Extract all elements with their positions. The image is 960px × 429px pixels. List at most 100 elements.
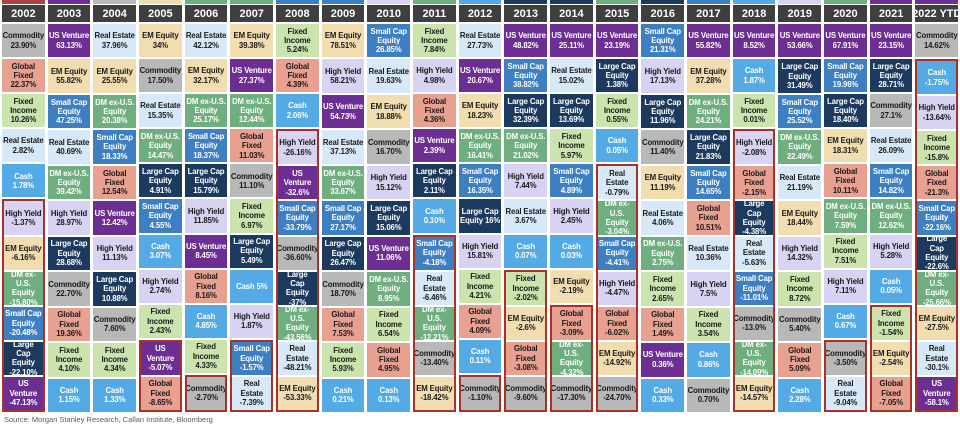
year-column: 2016 Small Cap Equity 21.31% High Yield 17… — [641, 5, 685, 412]
year-column: 2014 US Venture 25.11% Real Estate 15.02% L… — [550, 5, 593, 413]
return-cell: US Venture 8.52% — [732, 24, 776, 58]
negative-returns-box: Small Cap Equity -1.57% Real Estate -7.39… — [230, 339, 274, 413]
year-header: 2020 — [824, 5, 867, 22]
return-cell: Cash 0.33% — [641, 378, 685, 412]
negative-returns-box: Real Estate -0.79% DM ex-U.S. Equity -3.0… — [595, 164, 639, 413]
return-cell: Global Fixed -2.15% — [734, 166, 774, 200]
return-cell: DM ex-U.S. Equity 33.67% — [321, 165, 365, 200]
return-cell: Small Cap Equity 19.96% — [824, 59, 867, 93]
return-cell: US Venture -32.6% — [278, 166, 317, 200]
year-column: 2015 US Venture 23.19% Large Cap Equity 1.… — [595, 5, 639, 413]
return-cell: EM Equity 18.88% — [367, 94, 411, 129]
cropped-cell-sliver — [458, 0, 502, 4]
return-cell: Cash 2.28% — [778, 378, 822, 412]
year-header: 2016 — [641, 5, 685, 22]
cropped-cell-sliver — [732, 0, 776, 4]
return-cell: Cash 0.07% — [504, 234, 548, 268]
source-citation: Source: Morgan Stanley Research, Callan … — [4, 414, 213, 424]
cropped-cell-sliver — [184, 0, 228, 4]
return-cell: Small Cap Equity -33.79% — [278, 201, 317, 235]
negative-returns-box: Small Cap Equity -4.18% Real Estate -6.46… — [413, 234, 456, 413]
return-cell: EM Equity 34% — [139, 24, 182, 58]
negative-returns-box: High Yield -2.08% Global Fixed -2.15% Larg… — [732, 129, 776, 413]
return-cell: US Venture 53.66% — [778, 24, 822, 58]
return-cell: Fixed Income 0.01% — [732, 94, 776, 128]
return-cell: High Yield 4.98% — [413, 59, 456, 93]
quilt: 2002 Commodity 23.90% Global Fixed 22.37% F… — [2, 5, 960, 413]
return-cell: US Venture 63.13% — [47, 24, 91, 58]
negative-returns-box: Commodity -2.70% — [184, 374, 228, 413]
return-cell: Small Cap Equity -1.57% — [232, 341, 272, 375]
return-cell: Large Cap Equity 13.69% — [550, 94, 593, 128]
return-cell: DM ex-U.S. Equity -12.21% — [415, 306, 454, 340]
return-cell: Cash -1.75% — [917, 61, 957, 95]
year-column: 2012 Real Estate 27.73% US Venture 20.67% E… — [458, 5, 502, 413]
return-cell: Cash 0.13% — [367, 378, 411, 412]
return-cell: Commodity -13.40% — [415, 341, 454, 375]
return-cell: Fixed Income 3.54% — [687, 307, 730, 342]
negative-returns-box: Global Fixed -3.09% DM ex-U.S. Equity -4.… — [550, 304, 593, 413]
return-cell: Cash 0.10% — [413, 199, 456, 233]
return-cell: Cash 0.03% — [550, 234, 593, 268]
return-cell: Fixed Income 0.55% — [595, 94, 639, 128]
return-cell: Real Estate 15.35% — [139, 94, 182, 128]
return-cell: EM Equity 55.82% — [47, 59, 91, 93]
return-cell: US Venture 27.37% — [230, 59, 274, 93]
return-cell: High Yield 5.28% — [869, 234, 913, 268]
year-column: 2006 Real Estate 42.12% EM Equity 32.17% DM… — [184, 5, 228, 413]
return-cell: DM ex-U.S. Equity 21.02% — [504, 129, 548, 163]
cropped-cell-sliver — [595, 0, 639, 4]
return-cell: Global Fixed 4.39% — [276, 59, 319, 93]
return-cell: DM ex-U.S. Equity 8.95% — [367, 272, 411, 306]
return-cell: Commodity -3.50% — [826, 341, 865, 375]
return-cell: DM ex-U.S. Equity -4.32% — [552, 341, 591, 375]
return-cell: Commodity 17.50% — [139, 59, 182, 93]
return-cell: Fixed Income 5.97% — [550, 129, 593, 163]
return-cell: US Venture 54.73% — [321, 94, 365, 129]
return-cell: Fixed Income 10.26% — [2, 94, 45, 128]
return-cell: Commodity 22.70% — [47, 272, 91, 306]
return-cell: High Yield 2.45% — [550, 199, 593, 233]
return-cell: Large Cap Equity -22.6% — [917, 236, 957, 270]
return-cell: Real Estate -48.21% — [278, 341, 317, 375]
return-cell: High Yield 2.74% — [139, 269, 182, 303]
return-cell: Real Estate 27.73% — [458, 24, 502, 58]
return-cell: Global Fixed -6.02% — [597, 306, 637, 340]
return-cell: Global Fixed 19.36% — [47, 307, 91, 342]
year-column: 2005 EM Equity 34% Commodity 17.50% Real Es… — [139, 5, 182, 413]
return-cell: Global Fixed 4.36% — [413, 94, 456, 128]
return-cell: Small Cap Equity -4.18% — [415, 236, 454, 270]
cropped-cell-sliver — [367, 0, 411, 4]
return-cell: DM ex-U.S. Equity -3.04% — [597, 201, 637, 235]
year-header: 2008 — [276, 5, 319, 22]
cropped-cell-sliver — [47, 0, 91, 4]
return-cell: US Venture 55.82% — [687, 24, 730, 58]
return-cell: DM ex-U.S. Equity 39.42% — [47, 165, 91, 200]
return-cell: EM Equity -27.5% — [917, 306, 957, 340]
year-header: 2007 — [230, 5, 274, 22]
year-column: 2017 US Venture 55.82% EM Equity 37.28% DM … — [687, 5, 730, 412]
cropped-cell-sliver — [93, 0, 137, 4]
year-column: 2022 YTD Commodity 14.62% Cash -1.75% High … — [912, 5, 960, 412]
year-column: 2008 Fixed Income 5.24% Global Fixed 4.39%… — [276, 5, 319, 413]
return-cell: Small Cap Equity 25.52% — [778, 94, 822, 129]
negative-returns-box: High Yield -1.37% EM Equity -6.16% DM ex-U… — [2, 199, 45, 413]
return-cell: Global Fixed 11.03% — [230, 129, 274, 163]
return-cell: Commodity -17.30% — [552, 376, 591, 411]
return-cell: Commodity -13.0% — [734, 306, 774, 340]
return-cell: Cash 0.05% — [595, 129, 639, 163]
return-cell: High Yield 28.97% — [47, 201, 91, 235]
return-cell: Large Cap Equity 26.47% — [321, 236, 365, 271]
return-cell: Global Fixed 22.37% — [2, 59, 45, 93]
negative-returns-box: Commodity -3.50% Real Estate -9.04% — [824, 339, 867, 413]
return-cell: Commodity -9.60% — [506, 376, 546, 411]
return-cell: Global Fixed 10.51% — [687, 201, 730, 235]
return-cell: DM ex-U.S. Equity 7.59% — [824, 199, 867, 233]
return-cell: Fixed Income 6.54% — [367, 307, 411, 342]
year-column: 2020 US Venture 67.91% Small Cap Equity 19… — [824, 5, 867, 413]
return-cell: High Yield -2.08% — [734, 131, 774, 165]
return-cell: EM Equity 18.31% — [824, 129, 867, 163]
return-cell: Large Cap Equity 31.49% — [778, 59, 822, 93]
year-header: 2005 — [139, 5, 182, 22]
